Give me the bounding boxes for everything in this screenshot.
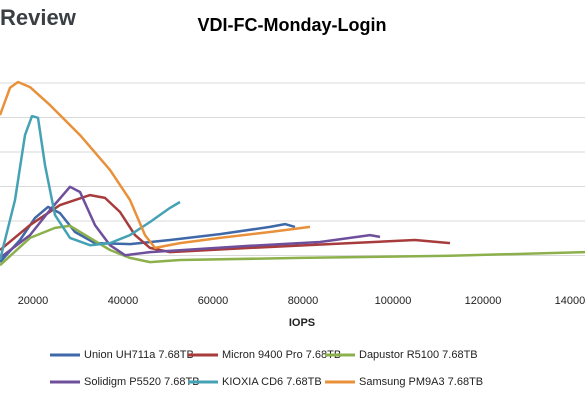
legend-label: KIOXIA CD6 7.68TB — [222, 376, 322, 388]
series-line — [0, 80, 311, 250]
chart-title: VDI-FC-Monday-Login — [198, 15, 387, 35]
series-line — [0, 193, 451, 254]
x-tick-label: 20000 — [18, 295, 49, 307]
x-tick-label: 80000 — [288, 295, 319, 307]
brand-logo: Review — [0, 5, 77, 30]
series-line — [0, 205, 296, 263]
legend-label: Micron 9400 Pro 7.68TB — [222, 349, 341, 361]
series-line — [0, 224, 585, 267]
x-tick-label: 40000 — [108, 295, 139, 307]
legend-label: Union UH711a 7.68TB — [84, 349, 194, 361]
legend-label: Solidigm P5520 7.68TB — [84, 376, 200, 388]
series-line — [0, 114, 181, 261]
x-tick-label: 140000 — [555, 295, 585, 307]
x-tick-label: 60000 — [198, 295, 229, 307]
x-tick-label: 120000 — [465, 295, 502, 307]
x-axis-label: IOPS — [289, 317, 315, 329]
x-tick-label: 100000 — [375, 295, 412, 307]
series-line — [0, 185, 381, 259]
legend-label: Samsung PM9A3 7.68TB — [359, 376, 483, 388]
legend-label: Dapustor R5100 7.68TB — [359, 349, 478, 361]
